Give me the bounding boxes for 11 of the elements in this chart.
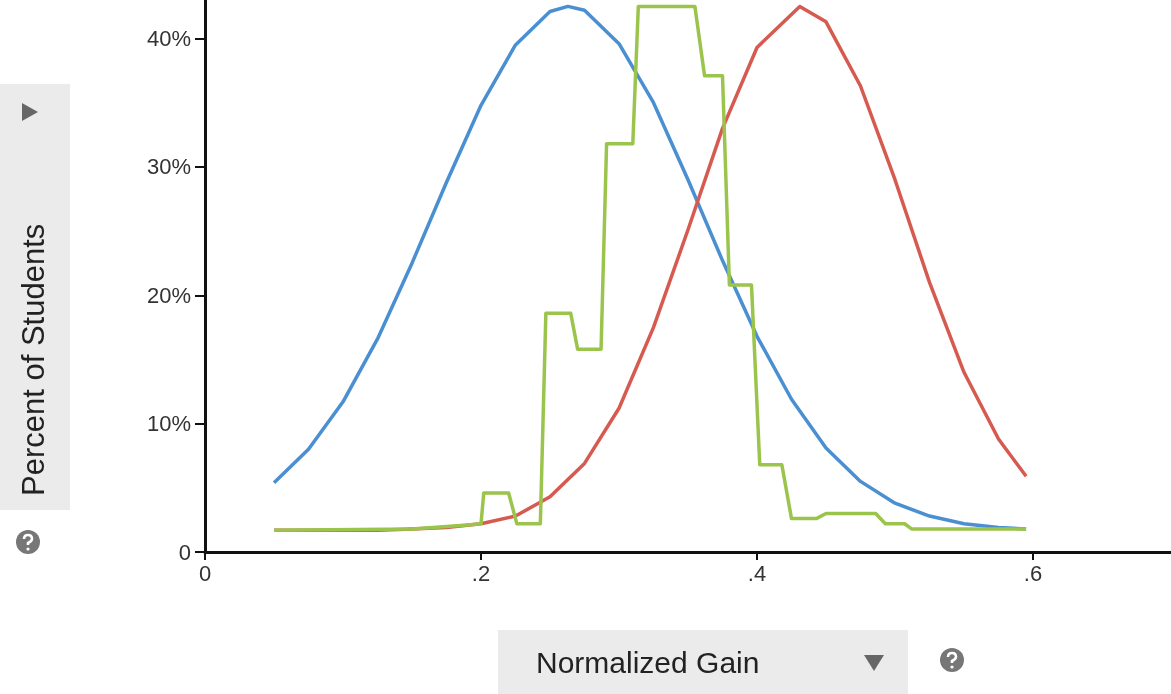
x-tick-label: .2 [471,560,491,586]
y-tick-label: 40% [146,26,191,52]
x-tick-label: .6 [1023,560,1043,586]
x-tick-label: 0 [198,560,212,586]
x-tick-label: .4 [747,560,767,586]
y-tick-label: 10% [146,411,191,437]
y-axis-title: Percent of Students [16,223,52,496]
y-tick-label: 20% [146,282,191,308]
x-axis-title: Normalized Gain [536,646,760,680]
y-tick-label: 30% [146,154,191,180]
y-tick-label: 0 [178,539,191,565]
